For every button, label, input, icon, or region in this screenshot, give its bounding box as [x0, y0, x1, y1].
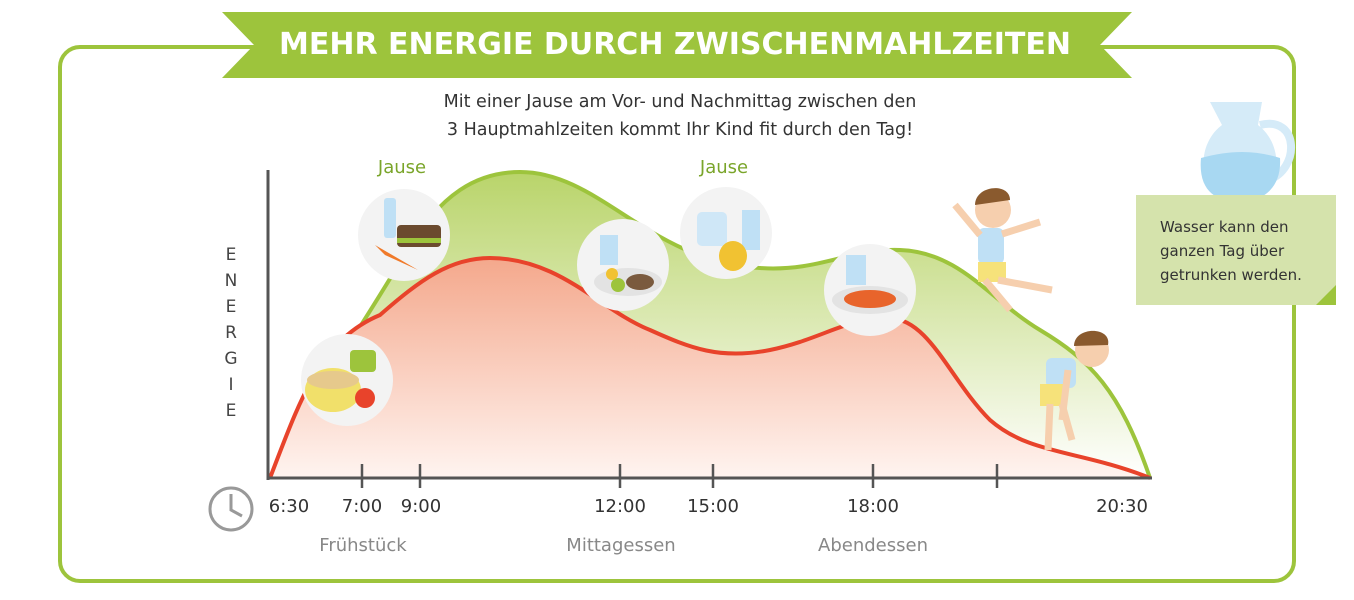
tick-label-2030: 20:30: [1096, 496, 1148, 517]
subtitle-line-1: Mit einer Jause am Vor- und Nachmittag z…: [443, 92, 917, 112]
subtitle: Mit einer Jause am Vor- und Nachmittag z…: [330, 88, 1030, 144]
meal-label-breakfast: Frühstück: [319, 535, 407, 556]
meal-label-lunch: Mittagessen: [566, 535, 676, 556]
note-line-3: getrunken werden.: [1160, 266, 1302, 284]
title-banner: [222, 12, 1132, 78]
morning-snack-icon: [358, 189, 450, 281]
meal-label-dinner: Abendessen: [818, 535, 928, 556]
tick-label-0900: 9:00: [400, 496, 442, 517]
subtitle-line-2: 3 Hauptmahlzeiten kommt Ihr Kind fit dur…: [446, 120, 914, 140]
energetic-child-illustration: [952, 188, 1053, 313]
note-line-1: Wasser kann den: [1160, 218, 1289, 236]
tick-label-0700: 7:00: [341, 496, 383, 517]
note-fold-corner: [1316, 285, 1336, 305]
energy-curve-without-snacks: [268, 255, 1151, 480]
breakfast-icon: [301, 334, 393, 426]
tick-label-1500: 15:00: [687, 496, 739, 517]
afternoon-snack-icon: [680, 187, 772, 279]
tick-label-0630: 6:30: [268, 496, 310, 517]
tick-label-1200: 12:00: [594, 496, 646, 517]
lunch-icon: [577, 219, 669, 311]
water-note: Wasser kann den ganzen Tag über getrunke…: [1136, 195, 1336, 305]
morning-snack-label: Jause: [377, 157, 427, 178]
note-line-2: ganzen Tag über: [1160, 242, 1285, 260]
clock-icon: [208, 486, 254, 532]
x-axis-ticks: [360, 464, 999, 488]
tick-label-1800: 18:00: [847, 496, 899, 517]
tired-child-illustration: [1040, 330, 1109, 451]
water-pitcher-icon: [1200, 102, 1295, 205]
dinner-icon: [824, 244, 916, 336]
page-title: MEHR ENERGIE DURCH ZWISCHENMAHLZEITEN: [279, 27, 1071, 62]
energy-area-without-snacks: [270, 258, 1150, 478]
afternoon-snack-label: Jause: [699, 157, 749, 178]
